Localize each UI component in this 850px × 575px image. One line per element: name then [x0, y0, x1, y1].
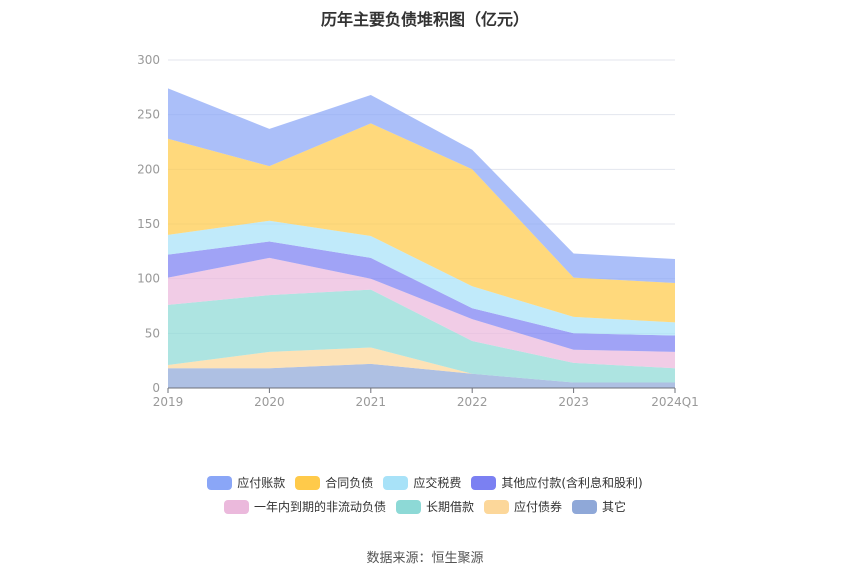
legend-row-2: 一年内到期的非流动负债 长期借款 应付债券 其它: [0, 498, 850, 515]
y-tick-label: 300: [137, 53, 160, 67]
legend-item[interactable]: 一年内到期的非流动负债: [223, 498, 386, 515]
x-tick-label: 2022: [457, 395, 488, 409]
legend-item[interactable]: 其他应付款(含利息和股利): [471, 474, 643, 491]
area-series-3: [168, 257, 675, 369]
y-tick-label: 50: [145, 326, 160, 340]
axes: 0 50 100 150 200 250 300 2019 2020 2021 2022 2023 20…: [137, 53, 699, 409]
x-tick-label: 2019: [153, 395, 184, 409]
chart-title: 历年主要负债堆积图（亿元）: [320, 10, 529, 29]
y-tick-label: 0: [152, 381, 160, 395]
legend-row-1: 应付账款 合同负债 应交税费 其他应付款(含利息和股利): [0, 474, 850, 491]
stacked-area-chart: 0 50 100 150 200 250 300 2019 2020 2021 2022 2023 20…: [137, 53, 699, 409]
y-tick-label: 150: [137, 217, 160, 231]
area-series-2: [168, 289, 675, 383]
y-tick-label: 100: [137, 272, 160, 286]
data-source: 数据来源：恒生聚源: [366, 551, 484, 566]
x-tick-label: 2021: [356, 395, 387, 409]
legend-label: 应交税费: [413, 476, 462, 490]
legend-swatch: [572, 499, 598, 514]
x-tick-label: 2024Q1: [651, 395, 699, 409]
legend-label: 一年内到期的非流动负债: [253, 500, 386, 514]
area-series-4: [168, 241, 675, 352]
legend-item[interactable]: 应付账款: [207, 474, 285, 491]
legend-swatch: [383, 475, 409, 490]
legend-swatch: [207, 475, 233, 490]
area-series: [168, 88, 675, 388]
legend-item[interactable]: 应交税费: [383, 474, 461, 491]
legend-item[interactable]: 合同负债: [295, 474, 373, 491]
x-tick-label: 2023: [558, 395, 589, 409]
legend-item[interactable]: 长期借款: [395, 498, 474, 515]
legend-label: 其它: [602, 500, 627, 514]
area-series-6: [168, 123, 675, 323]
x-tick-label: 2020: [254, 395, 285, 409]
legend-label: 其他应付款(含利息和股利): [501, 476, 643, 490]
legend-item[interactable]: 其它: [572, 498, 626, 515]
area-series-0: [168, 363, 675, 388]
legend-label: 应付债券: [514, 500, 563, 514]
y-tick-label: 200: [137, 162, 160, 176]
legend-label: 应付账款: [237, 476, 286, 490]
area-series-7: [168, 88, 675, 284]
legend-swatch: [223, 499, 249, 514]
legend-swatch: [471, 475, 497, 490]
legend-label: 长期借款: [425, 500, 474, 514]
legend-swatch: [484, 499, 509, 514]
legend-label: 合同负债: [325, 476, 374, 490]
area-series-5: [168, 220, 675, 336]
area-series-1: [168, 347, 675, 383]
legend-swatch: [295, 475, 321, 490]
y-tick-label: 250: [137, 108, 160, 122]
legend-item[interactable]: 应付债券: [484, 498, 562, 515]
legend-swatch: [395, 499, 421, 514]
